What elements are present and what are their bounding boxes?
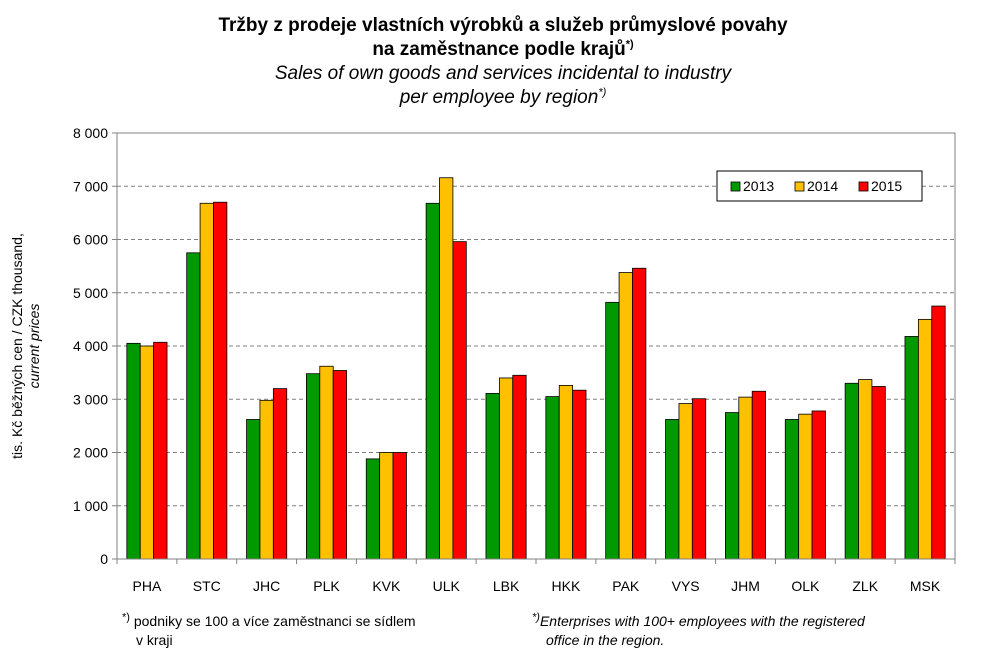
footnote-en-line2: office in the region. [546, 632, 665, 648]
bar-2014-vys [678, 403, 693, 560]
bar-2013-vys [665, 419, 680, 560]
bar-2014-pha [139, 345, 155, 560]
title-cz-line1: Tržby z prodeje vlastních výrobků a služ… [218, 15, 788, 36]
legend-swatch-2014 [794, 181, 805, 192]
x-tick-label: MSK [910, 578, 941, 594]
bar-2013-hkk [545, 396, 560, 560]
bar-2015-hkk [572, 389, 587, 560]
x-tick-label: PHA [133, 578, 162, 594]
bar-2013-jhm [725, 412, 740, 560]
y-axis-title-line2: current prices [26, 304, 42, 389]
bar-2015-jhc [272, 388, 288, 560]
y-tick-label: 2 000 [73, 445, 108, 461]
chart-title-block: Tržby z prodeje vlastních výrobků a služ… [0, 14, 1006, 110]
bar-2015-msk [931, 305, 946, 560]
legend-label-2013: 2013 [743, 178, 774, 194]
y-axis-title: tis. Kč běžných cen / CZK thousand,curre… [9, 233, 42, 459]
bar-2015-zlk [871, 386, 886, 560]
x-tick-label: VYS [672, 578, 700, 594]
bar-2014-zlk [858, 379, 873, 560]
y-tick-label: 6 000 [73, 232, 108, 248]
bar-2013-ulk [425, 202, 440, 560]
bar-2013-zlk [844, 382, 859, 560]
bar-2015-pak [632, 267, 647, 560]
y-axis-title-line1: tis. Kč běžných cen / CZK thousand, [9, 233, 25, 459]
title-cz-line2-text: na zaměstnance podle krajů [372, 39, 626, 60]
bar-2014-lbk [498, 377, 514, 560]
legend-swatch-2015 [858, 181, 869, 192]
bar-2015-jhm [751, 390, 767, 560]
bar-2015-olk [811, 410, 826, 560]
bar-2014-stc [199, 202, 214, 560]
y-tick-label: 3 000 [73, 391, 108, 407]
x-tick-label: ULK [433, 578, 461, 594]
x-tick-label: STC [193, 578, 221, 594]
bar-2015-stc [213, 201, 228, 560]
x-tick-label: PAK [612, 578, 640, 594]
footnote-cz-line2: v kraji [136, 632, 173, 648]
bar-2015-ulk [452, 241, 467, 560]
bar-2014-msk [917, 318, 933, 560]
y-tick-label: 8 000 [73, 125, 108, 141]
bar-2015-kvk [392, 452, 407, 560]
bar-2014-jhm [738, 396, 753, 560]
bar-2014-pak [618, 272, 633, 560]
x-tick-label: KVK [372, 578, 401, 594]
bar-2015-lbk [512, 374, 527, 560]
title-en-line1: Sales of own goods and services incident… [274, 63, 732, 84]
bar-2014-hkk [558, 385, 574, 560]
bar-2014-jhc [259, 399, 274, 560]
x-tick-label: ZLK [852, 578, 878, 594]
y-tick-label: 4 000 [73, 338, 108, 354]
bar-2013-pha [126, 342, 141, 560]
y-tick-label: 0 [100, 551, 108, 567]
title-en-line2: per employee by region*) [0, 86, 1006, 110]
title-cz-line2: na zaměstnance podle krajů*) [0, 38, 1006, 62]
bar-2015-vys [691, 398, 707, 560]
y-tick-label: 1 000 [73, 498, 108, 514]
bar-2014-ulk [439, 177, 454, 560]
y-tick-label: 5 000 [73, 285, 108, 301]
footnote-en-line1: Enterprises with 100+ employees with the… [539, 613, 865, 629]
x-tick-label: JHC [253, 578, 280, 594]
x-tick-label: JHM [731, 578, 760, 594]
bar-2013-kvk [365, 458, 381, 560]
bar-2013-plk [305, 373, 321, 560]
bar-2013-stc [186, 252, 201, 560]
bar-2013-jhc [246, 419, 261, 560]
bar-2014-olk [798, 413, 813, 560]
bar-2013-olk [784, 419, 800, 560]
bar-2014-kvk [379, 452, 394, 560]
footnote-cz-line1: podniky se 100 a více zaměstnanci se síd… [129, 613, 416, 629]
bar-2014-plk [319, 365, 334, 560]
bar-2013-lbk [485, 392, 500, 560]
footnote-cz-mark: *) [122, 611, 130, 624]
legend-label-2014: 2014 [807, 178, 838, 194]
y-tick-label: 7 000 [73, 178, 108, 194]
footnote-en: *)Enterprises with 100+ employees with t… [532, 612, 865, 650]
legend-swatch-2013 [730, 181, 741, 192]
legend-label-2015: 2015 [871, 178, 902, 194]
bar-2015-plk [332, 370, 348, 560]
footnote-en-mark: *) [532, 611, 540, 624]
x-tick-label: HKK [552, 578, 581, 594]
footnote-cz: *) podniky se 100 a více zaměstnanci se … [122, 612, 416, 650]
bar-2015-pha [153, 341, 168, 560]
x-tick-label: LBK [493, 578, 520, 594]
title-en-line2-text: per employee by region [399, 87, 599, 108]
bar-2013-pak [605, 301, 620, 560]
x-tick-label: PLK [313, 578, 340, 594]
title-cz-footnote-mark: *) [625, 38, 634, 51]
x-tick-label: OLK [791, 578, 820, 594]
bar-2013-msk [904, 336, 919, 560]
legend-box [716, 170, 923, 202]
title-en-footnote-mark: *) [598, 86, 607, 99]
